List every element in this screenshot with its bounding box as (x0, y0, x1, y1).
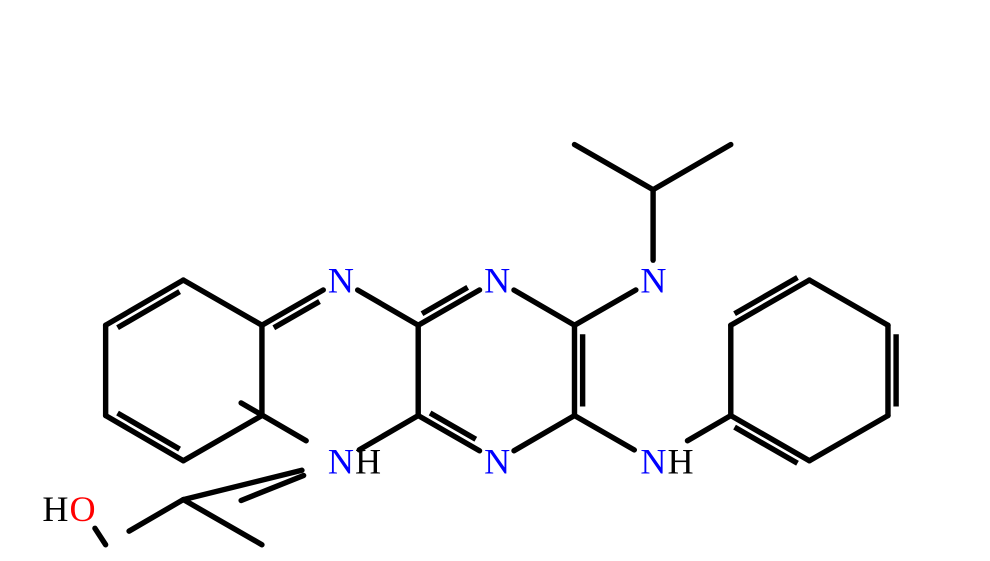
bond (653, 145, 731, 190)
atom-H: H (355, 441, 381, 481)
atom-N: N (328, 261, 354, 301)
atoms: OHNHNNHNNN (42, 261, 693, 530)
atom-H: H (42, 489, 68, 529)
bond (106, 416, 184, 461)
bond-inner (118, 413, 180, 449)
bond (574, 145, 653, 190)
atom-H: H (668, 441, 694, 481)
bond (129, 500, 183, 532)
bond (809, 416, 888, 461)
atom-N: N (484, 441, 510, 481)
bond (809, 280, 888, 325)
bond (358, 290, 419, 325)
bond (95, 528, 106, 544)
atom-O: O (70, 489, 96, 529)
atom-N: N (640, 261, 666, 301)
bond-inner (118, 292, 180, 328)
molecule-diagram: OHNHNNHNNN (0, 0, 990, 561)
bond (514, 290, 575, 325)
bond (514, 416, 575, 451)
atom-N: N (640, 441, 666, 481)
bond (687, 416, 730, 441)
atom-N: N (328, 441, 354, 481)
bond (574, 290, 635, 325)
bond (183, 500, 262, 545)
bond (731, 416, 810, 461)
bond (183, 416, 262, 461)
bond-inner (735, 427, 798, 463)
bond-inner (735, 278, 798, 314)
bonds (95, 145, 896, 545)
atom-N: N (484, 261, 510, 301)
bond (106, 280, 184, 325)
bond (183, 280, 262, 325)
bond (574, 416, 634, 450)
bond (731, 280, 810, 325)
